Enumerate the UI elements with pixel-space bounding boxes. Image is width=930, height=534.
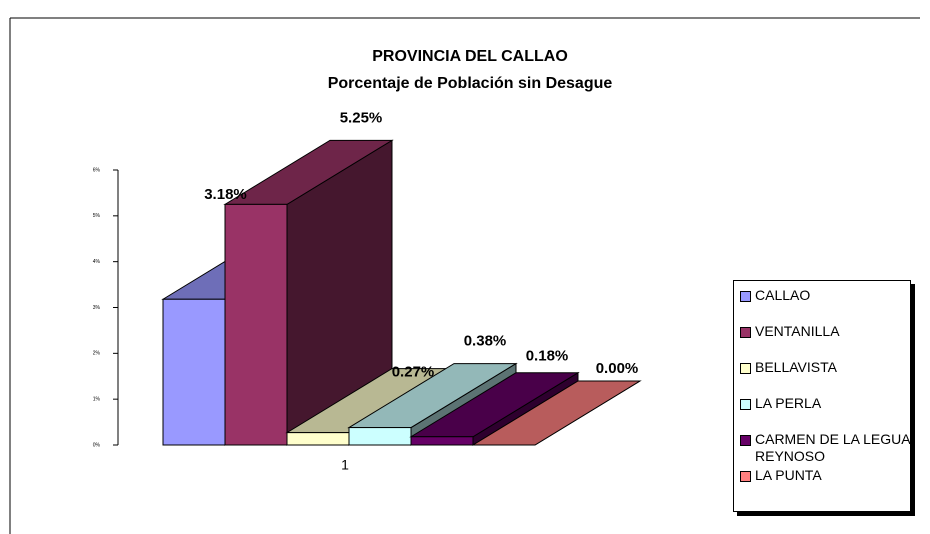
x-tick-label: 1	[341, 457, 349, 473]
bar	[471, 380, 642, 446]
data-label: 0.38%	[464, 333, 507, 350]
data-label: 0.00%	[596, 360, 639, 377]
chart-subtitle: Porcentaje de Población sin Desague	[328, 75, 613, 92]
bar-front	[162, 298, 226, 446]
bar-front	[286, 432, 350, 446]
data-label: 0.18%	[526, 348, 569, 365]
legend-swatch	[740, 471, 751, 482]
legend-item: CALLAO	[740, 287, 910, 323]
data-label: 0.27%	[392, 364, 435, 381]
y-tick-label: 4%	[93, 259, 101, 265]
y-tick-label: 0%	[93, 442, 101, 448]
bar	[223, 139, 394, 446]
legend: CALLAO VENTANILLA BELLAVISTA LA PERLA CARMEN…	[733, 280, 911, 512]
legend-item: BELLAVISTA	[740, 359, 910, 395]
legend-label: LA PUNTA	[755, 467, 822, 483]
legend-swatch	[740, 291, 751, 302]
legend-label: CALLAO	[755, 287, 811, 303]
legend-item: CARMEN DE LA LEGUA REYNOSO	[740, 431, 910, 467]
y-tick-label: 1%	[93, 396, 101, 402]
chart-title: PROVINCIA DEL CALLAO	[372, 48, 568, 65]
y-tick-label: 6%	[93, 167, 101, 173]
legend-item: LA PERLA	[740, 395, 910, 431]
legend-label: VENTANILLA	[755, 323, 840, 339]
y-tick-label: 2%	[93, 351, 101, 357]
bar-front	[410, 436, 474, 446]
y-tick-label: 3%	[93, 305, 101, 311]
bar-top	[471, 380, 642, 446]
legend-swatch	[740, 435, 751, 446]
bar-front	[348, 427, 412, 446]
legend-item: VENTANILLA	[740, 323, 910, 359]
legend-item: LA PUNTA	[740, 467, 910, 503]
legend-label: LA PERLA	[755, 395, 822, 411]
data-label: 5.25%	[340, 109, 383, 126]
data-label: 3.18%	[204, 186, 247, 203]
legend-swatch	[740, 399, 751, 410]
legend-swatch	[740, 363, 751, 374]
legend-label: BELLAVISTA	[755, 359, 837, 375]
legend-label: CARMEN DE LA LEGUA REYNOSO	[755, 431, 910, 464]
legend-swatch	[740, 327, 751, 338]
y-tick-label: 5%	[93, 213, 101, 219]
bar-front	[224, 203, 288, 446]
